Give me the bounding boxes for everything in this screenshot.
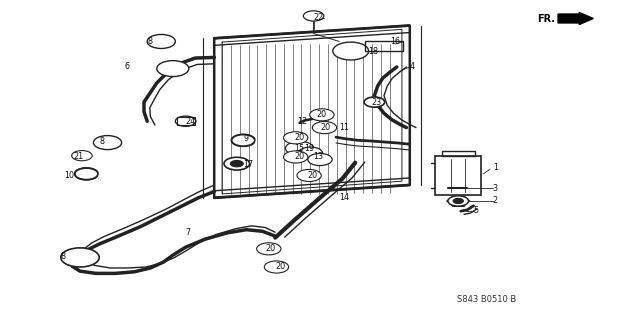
Circle shape	[317, 124, 332, 131]
Text: 1: 1	[493, 163, 498, 172]
FancyArrow shape	[558, 12, 593, 25]
Circle shape	[284, 132, 308, 144]
Text: 22: 22	[314, 13, 324, 22]
Circle shape	[264, 261, 289, 273]
Circle shape	[288, 134, 303, 142]
Circle shape	[261, 245, 276, 253]
Text: 12: 12	[298, 117, 308, 126]
Text: 20: 20	[317, 110, 327, 119]
Text: 20: 20	[266, 244, 276, 253]
Circle shape	[163, 63, 183, 74]
Text: 21: 21	[74, 152, 84, 161]
Text: 24: 24	[186, 117, 196, 126]
Circle shape	[453, 198, 463, 204]
Circle shape	[310, 109, 334, 121]
Text: 5: 5	[474, 206, 479, 215]
Circle shape	[232, 135, 255, 146]
Circle shape	[230, 160, 243, 167]
Circle shape	[314, 111, 330, 119]
Circle shape	[152, 37, 170, 46]
Circle shape	[147, 34, 175, 48]
Bar	[177, 117, 195, 125]
Circle shape	[61, 248, 99, 267]
Text: 15: 15	[294, 144, 305, 153]
Circle shape	[93, 136, 122, 150]
Circle shape	[175, 116, 196, 126]
Text: 14: 14	[339, 193, 349, 202]
Text: 18: 18	[368, 47, 378, 56]
Circle shape	[333, 42, 369, 60]
Text: 9: 9	[243, 134, 248, 143]
Text: 6: 6	[125, 63, 130, 71]
Circle shape	[157, 61, 189, 77]
Circle shape	[99, 138, 116, 147]
Text: 7: 7	[186, 228, 191, 237]
Circle shape	[303, 11, 324, 21]
Circle shape	[297, 169, 321, 182]
Circle shape	[301, 172, 317, 179]
Circle shape	[284, 151, 308, 163]
Text: 20: 20	[294, 152, 305, 161]
Circle shape	[224, 157, 250, 170]
Text: 19: 19	[304, 144, 314, 153]
Circle shape	[312, 122, 337, 134]
Text: 11: 11	[339, 123, 349, 132]
Text: 2: 2	[493, 197, 498, 205]
Circle shape	[269, 263, 284, 271]
Text: 8: 8	[99, 137, 104, 146]
Text: 20: 20	[307, 171, 317, 180]
Circle shape	[257, 243, 281, 255]
Circle shape	[308, 153, 332, 166]
Text: 3: 3	[493, 184, 498, 193]
Circle shape	[76, 152, 88, 159]
Text: 23: 23	[371, 98, 381, 107]
Circle shape	[364, 97, 385, 107]
Bar	[435, 156, 481, 195]
Circle shape	[448, 196, 468, 206]
Circle shape	[339, 45, 362, 57]
Text: 16: 16	[390, 37, 401, 46]
Text: 4: 4	[410, 63, 415, 71]
Bar	[442, 151, 475, 156]
Circle shape	[312, 156, 328, 163]
Circle shape	[307, 13, 320, 19]
Circle shape	[75, 168, 98, 180]
Text: 8: 8	[61, 252, 66, 261]
Circle shape	[67, 251, 93, 264]
Circle shape	[303, 149, 318, 157]
Circle shape	[291, 144, 308, 153]
Text: FR.: FR.	[538, 13, 556, 24]
Text: 20: 20	[320, 123, 330, 132]
Text: 8: 8	[147, 37, 152, 46]
Text: 13: 13	[314, 152, 324, 161]
Text: 20: 20	[275, 262, 285, 271]
Text: 10: 10	[64, 171, 74, 180]
Circle shape	[298, 147, 323, 159]
Circle shape	[285, 141, 314, 155]
Text: S843 B0510 B: S843 B0510 B	[457, 295, 516, 304]
Text: 17: 17	[243, 160, 253, 169]
Circle shape	[72, 151, 92, 161]
Circle shape	[288, 153, 303, 161]
Text: 20: 20	[294, 133, 305, 142]
Bar	[365, 41, 403, 51]
